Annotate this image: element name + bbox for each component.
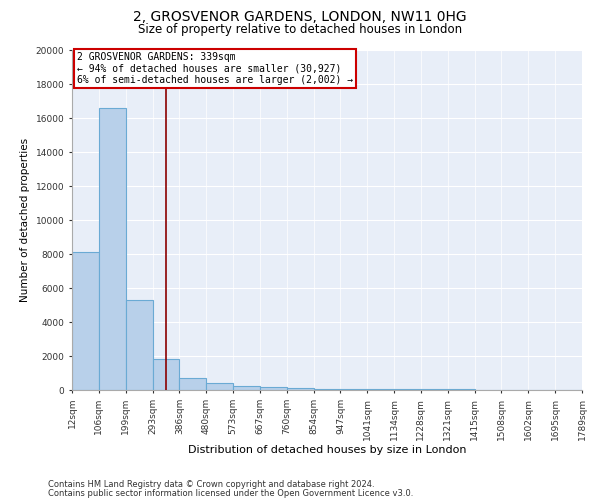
Y-axis label: Number of detached properties: Number of detached properties	[20, 138, 30, 302]
Bar	[72, 252, 99, 390]
Bar	[314, 388, 340, 390]
Text: Contains HM Land Registry data © Crown copyright and database right 2024.: Contains HM Land Registry data © Crown c…	[48, 480, 374, 489]
Text: 2 GROSVENOR GARDENS: 339sqm
← 94% of detached houses are smaller (30,927)
6% of : 2 GROSVENOR GARDENS: 339sqm ← 94% of det…	[77, 52, 353, 85]
Bar	[152, 360, 179, 390]
Bar	[367, 389, 394, 390]
Bar	[233, 386, 260, 390]
Bar	[260, 388, 287, 390]
Text: Size of property relative to detached houses in London: Size of property relative to detached ho…	[138, 22, 462, 36]
Bar	[340, 389, 367, 390]
Bar	[99, 108, 125, 390]
X-axis label: Distribution of detached houses by size in London: Distribution of detached houses by size …	[188, 446, 466, 456]
Text: Contains public sector information licensed under the Open Government Licence v3: Contains public sector information licen…	[48, 488, 413, 498]
Bar	[287, 388, 314, 390]
Bar	[179, 378, 206, 390]
Bar	[125, 300, 152, 390]
Text: 2, GROSVENOR GARDENS, LONDON, NW11 0HG: 2, GROSVENOR GARDENS, LONDON, NW11 0HG	[133, 10, 467, 24]
Bar	[206, 383, 233, 390]
